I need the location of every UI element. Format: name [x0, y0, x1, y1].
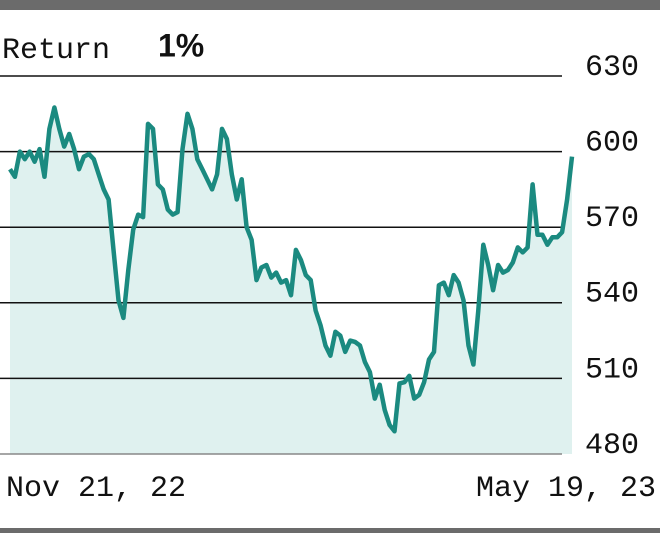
- top-bar: [0, 0, 660, 10]
- bottom-bar: [0, 528, 660, 533]
- y-tick-label: 510: [585, 353, 639, 387]
- y-tick-label: 570: [585, 202, 639, 236]
- chart-title: Return: [2, 34, 110, 68]
- x-tick-label: Nov 21, 22: [6, 472, 186, 506]
- y-tick-label: 540: [585, 278, 639, 312]
- y-tick-label: 480: [585, 429, 639, 463]
- y-tick-label: 630: [585, 51, 639, 85]
- y-tick-label: 600: [585, 127, 639, 161]
- area-fill: [10, 107, 572, 454]
- line: [8, 105, 575, 434]
- chart-subtitle: 1%: [158, 27, 204, 63]
- x-tick-label: May 19, 23: [476, 472, 656, 506]
